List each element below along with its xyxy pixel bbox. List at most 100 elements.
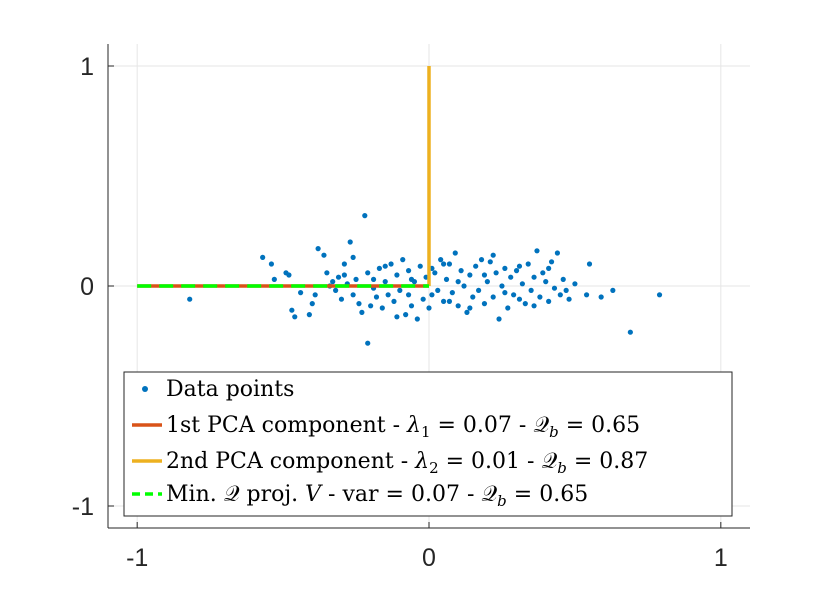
data-point — [496, 316, 502, 322]
data-point — [408, 276, 415, 282]
data-point — [455, 303, 461, 309]
data-point — [394, 314, 400, 320]
data-point — [440, 261, 447, 267]
data-point — [546, 298, 552, 304]
data-point — [382, 279, 388, 285]
data-point — [484, 279, 490, 285]
data-point — [499, 283, 505, 289]
data-point — [356, 301, 362, 307]
data-point — [560, 276, 566, 282]
legend-label-pca1: 1st PCA component - λ1 = 0.07 - 𝒬b = 0.6… — [166, 413, 640, 441]
data-point — [417, 263, 423, 269]
y-tick-label: 1 — [80, 53, 94, 81]
data-point — [432, 270, 438, 276]
data-point — [338, 296, 345, 302]
data-point — [476, 287, 482, 293]
data-point — [557, 292, 563, 298]
data-point — [516, 263, 523, 269]
data-point — [531, 303, 537, 309]
data-point — [350, 254, 356, 260]
data-point — [435, 287, 441, 293]
data-point — [440, 298, 447, 304]
data-point — [551, 285, 558, 291]
data-point — [335, 274, 342, 280]
data-point — [627, 329, 633, 335]
data-point — [540, 270, 546, 276]
data-point — [426, 305, 432, 311]
data-point — [405, 292, 412, 298]
data-point — [385, 292, 391, 298]
data-point — [376, 265, 382, 271]
data-point — [350, 292, 356, 298]
data-point — [505, 305, 511, 311]
data-point — [400, 257, 406, 263]
data-point — [306, 312, 312, 318]
data-point — [548, 259, 555, 265]
data-point — [481, 272, 488, 278]
data-point — [379, 305, 385, 311]
legend-marker-points — [142, 386, 148, 392]
data-point — [566, 296, 572, 302]
data-point — [443, 276, 450, 282]
data-point — [438, 257, 444, 263]
data-point — [388, 261, 394, 267]
axes — [107, 44, 750, 529]
data-point — [554, 250, 561, 256]
legend-box — [123, 371, 733, 517]
data-point — [583, 292, 590, 298]
data-point — [368, 303, 374, 309]
data-point — [513, 268, 520, 274]
series — [137, 66, 663, 346]
data-point — [458, 268, 464, 274]
x-tick-label: 1 — [714, 544, 728, 572]
data-point — [522, 301, 528, 307]
data-point — [490, 252, 496, 258]
data-point — [298, 290, 304, 296]
data-point — [519, 281, 525, 287]
data-point — [289, 307, 295, 313]
data-point — [470, 294, 476, 300]
data-point — [341, 272, 347, 278]
data-point — [391, 298, 397, 304]
data-point — [446, 298, 453, 304]
data-point — [382, 263, 388, 269]
data-point — [502, 265, 508, 271]
data-point — [321, 252, 327, 258]
data-point — [370, 276, 377, 282]
data-point — [481, 301, 488, 307]
data-point — [341, 261, 347, 267]
data-point — [656, 292, 663, 298]
data-point — [511, 292, 517, 298]
data-point — [405, 268, 412, 274]
data-point — [461, 283, 467, 289]
data-point — [534, 248, 540, 254]
data-point — [403, 312, 409, 318]
data-point — [408, 303, 415, 309]
data-point — [312, 292, 318, 298]
data-point — [586, 261, 593, 267]
data-point — [502, 290, 508, 296]
data-point — [467, 305, 473, 311]
data-point — [333, 287, 339, 293]
data-point — [347, 239, 353, 245]
data-point — [528, 287, 534, 293]
data-point — [373, 294, 380, 300]
data-point — [473, 263, 479, 269]
data-point — [414, 316, 420, 322]
data-point — [546, 265, 552, 271]
data-point — [537, 294, 543, 300]
data-point — [394, 272, 400, 278]
data-point — [452, 250, 458, 256]
legend-label-minq: Min. 𝒬 proj. V - var = 0.07 - 𝒬b = 0.65 — [166, 482, 588, 510]
tick-labels: -1 0 1 -1 0 1 — [72, 53, 728, 572]
data-point — [446, 261, 453, 267]
data-point — [508, 274, 514, 280]
data-point — [467, 272, 473, 278]
data-point — [268, 261, 275, 267]
legend-label-points: Data points — [166, 377, 294, 402]
data-point — [490, 294, 496, 300]
data-point — [324, 270, 330, 276]
data-point — [610, 287, 616, 293]
data-point — [292, 314, 298, 320]
data-point — [464, 309, 470, 315]
